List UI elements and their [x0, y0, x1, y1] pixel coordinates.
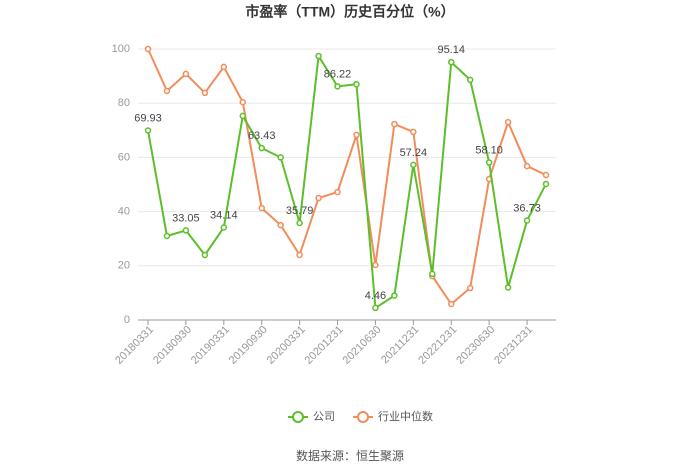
y-tick-label: 20	[118, 260, 130, 272]
point	[410, 161, 417, 169]
point	[201, 251, 209, 259]
point	[466, 76, 474, 84]
point	[144, 45, 152, 53]
point	[466, 284, 474, 292]
legend-marker	[292, 411, 304, 423]
x-tick-label: 20180331	[113, 324, 156, 367]
point	[258, 144, 265, 152]
point	[315, 52, 322, 60]
value-label: 95.14	[437, 44, 465, 56]
point	[163, 232, 171, 240]
point	[372, 304, 379, 312]
point	[542, 180, 550, 188]
point	[239, 112, 247, 120]
y-tick-label: 100	[112, 43, 130, 55]
point	[296, 219, 303, 227]
value-label: 86.22	[324, 68, 352, 80]
y-tick-label: 40	[118, 206, 130, 218]
x-tick-label: 20210630	[341, 324, 384, 367]
point	[334, 188, 341, 196]
x-tick-label: 20200331	[265, 324, 308, 367]
value-label: 34.14	[210, 209, 238, 221]
legend-label: 公司	[313, 411, 335, 423]
legend-item[interactable]: 行业中位数	[353, 409, 433, 423]
point	[391, 292, 398, 299]
point	[447, 300, 455, 308]
series-line	[147, 53, 547, 310]
point	[523, 217, 531, 224]
point	[410, 128, 417, 136]
point	[542, 171, 550, 179]
x-tick-label: 20230630	[454, 324, 497, 367]
point	[504, 118, 512, 126]
value-label: 4.46	[365, 290, 386, 302]
chart-title: 市盈率（TTM）历史百分位（%）	[245, 4, 454, 20]
point	[220, 63, 228, 71]
point	[277, 154, 284, 161]
point	[334, 83, 341, 90]
point	[315, 194, 322, 202]
value-label: 33.05	[172, 212, 200, 224]
point	[504, 284, 512, 291]
point	[523, 162, 531, 170]
y-tick-label: 60	[118, 151, 130, 163]
point	[447, 58, 455, 66]
point	[220, 224, 228, 231]
y-tick-label: 0	[124, 314, 130, 326]
point	[277, 221, 284, 229]
value-label: 69.93	[134, 112, 162, 124]
value-label: 63.43	[248, 130, 276, 142]
x-tick-label: 20201231	[303, 324, 346, 367]
x-tick-label: 20190930	[227, 324, 270, 367]
point	[485, 159, 493, 166]
source: 数据来源：恒生聚源	[296, 448, 404, 463]
x-tick-label: 20190331	[189, 324, 232, 367]
point	[201, 89, 209, 97]
x-tick-label: 20180930	[151, 324, 194, 367]
point	[182, 70, 190, 78]
point	[239, 98, 247, 106]
value-label: 36.73	[513, 202, 541, 214]
point	[353, 131, 360, 139]
series-line	[147, 48, 547, 306]
point	[353, 80, 360, 88]
x-tick-label: 20231231	[492, 324, 535, 367]
point	[296, 251, 303, 259]
legend-item[interactable]: 公司	[288, 411, 335, 423]
legend-label: 行业中位数	[378, 409, 433, 423]
x-tick-label: 20221231	[416, 324, 459, 367]
point	[182, 227, 190, 234]
value-label: 35.79	[286, 205, 314, 217]
x-tick-label: 20211231	[379, 324, 422, 367]
point	[391, 120, 398, 128]
point	[372, 261, 379, 269]
y-tick-label: 80	[118, 97, 130, 109]
point	[429, 270, 436, 278]
value-label: 57.24	[400, 147, 428, 159]
value-label: 58.10	[475, 144, 503, 156]
legend-marker	[357, 411, 369, 423]
point	[258, 204, 265, 212]
point	[144, 127, 152, 134]
point	[163, 87, 171, 95]
